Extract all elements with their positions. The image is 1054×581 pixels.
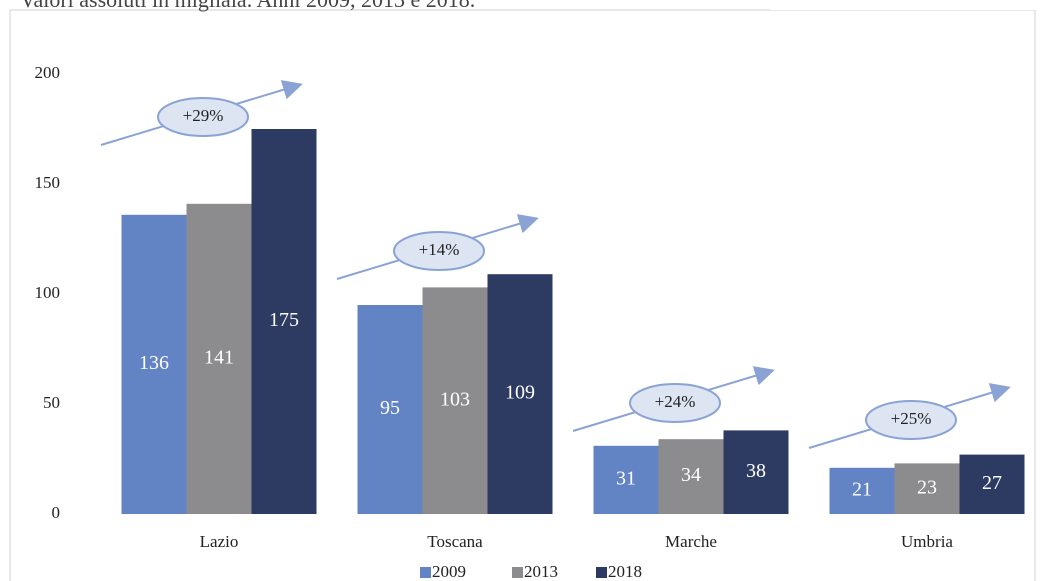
value-label: 95 xyxy=(380,397,400,419)
bar xyxy=(658,439,724,514)
value-label: 31 xyxy=(616,467,636,489)
y-tick-label: 100 xyxy=(35,283,61,302)
annotation: +29% xyxy=(183,106,224,125)
bar xyxy=(186,203,252,515)
legend-label: 2009 xyxy=(432,562,466,581)
annotation-bubble xyxy=(393,231,485,271)
annotation: +24% xyxy=(655,392,696,411)
y-tick-label: 50 xyxy=(43,393,60,412)
value-label: 109 xyxy=(505,382,535,404)
legend-label: 2018 xyxy=(608,562,642,581)
bar xyxy=(894,463,960,514)
value-label: 34 xyxy=(681,464,701,486)
bar xyxy=(487,274,553,514)
bar xyxy=(723,430,789,514)
value-label: 136 xyxy=(139,352,169,374)
plot-frame xyxy=(9,9,1036,581)
value-label: 27 xyxy=(982,472,1002,494)
frame-gap xyxy=(770,0,1054,10)
y-tick-label: 150 xyxy=(35,173,61,192)
annotation-bubble xyxy=(629,383,721,423)
x-tick-label: Marche xyxy=(665,532,717,551)
bar xyxy=(357,305,423,514)
x-tick-label: Umbria xyxy=(901,532,953,551)
value-label: 38 xyxy=(746,460,766,482)
value-label: 21 xyxy=(852,478,872,500)
legend-swatch xyxy=(596,567,607,578)
bar xyxy=(829,467,895,514)
annotation: +25% xyxy=(891,409,932,428)
value-label: 141 xyxy=(204,346,234,368)
bar xyxy=(251,129,317,514)
legend-label: 2013 xyxy=(524,562,558,581)
value-label: 23 xyxy=(917,476,937,498)
bar xyxy=(422,287,488,514)
annotation-bubble xyxy=(157,97,249,137)
bar xyxy=(121,214,187,515)
annotation: +14% xyxy=(419,240,460,259)
y-tick-label: 200 xyxy=(35,63,61,82)
y-tick-label: 0 xyxy=(52,503,61,522)
legend-swatch xyxy=(512,567,523,578)
value-label: 175 xyxy=(269,309,299,331)
legend-swatch xyxy=(420,567,431,578)
x-tick-label: Toscana xyxy=(427,532,483,551)
chart-title: Valori assoluti in migliaia. Anni 2009, … xyxy=(20,0,475,12)
bar xyxy=(593,445,659,514)
value-label: 103 xyxy=(440,388,470,410)
x-tick-label: Lazio xyxy=(200,532,239,551)
annotation-bubble xyxy=(865,400,957,440)
bar xyxy=(959,454,1025,514)
